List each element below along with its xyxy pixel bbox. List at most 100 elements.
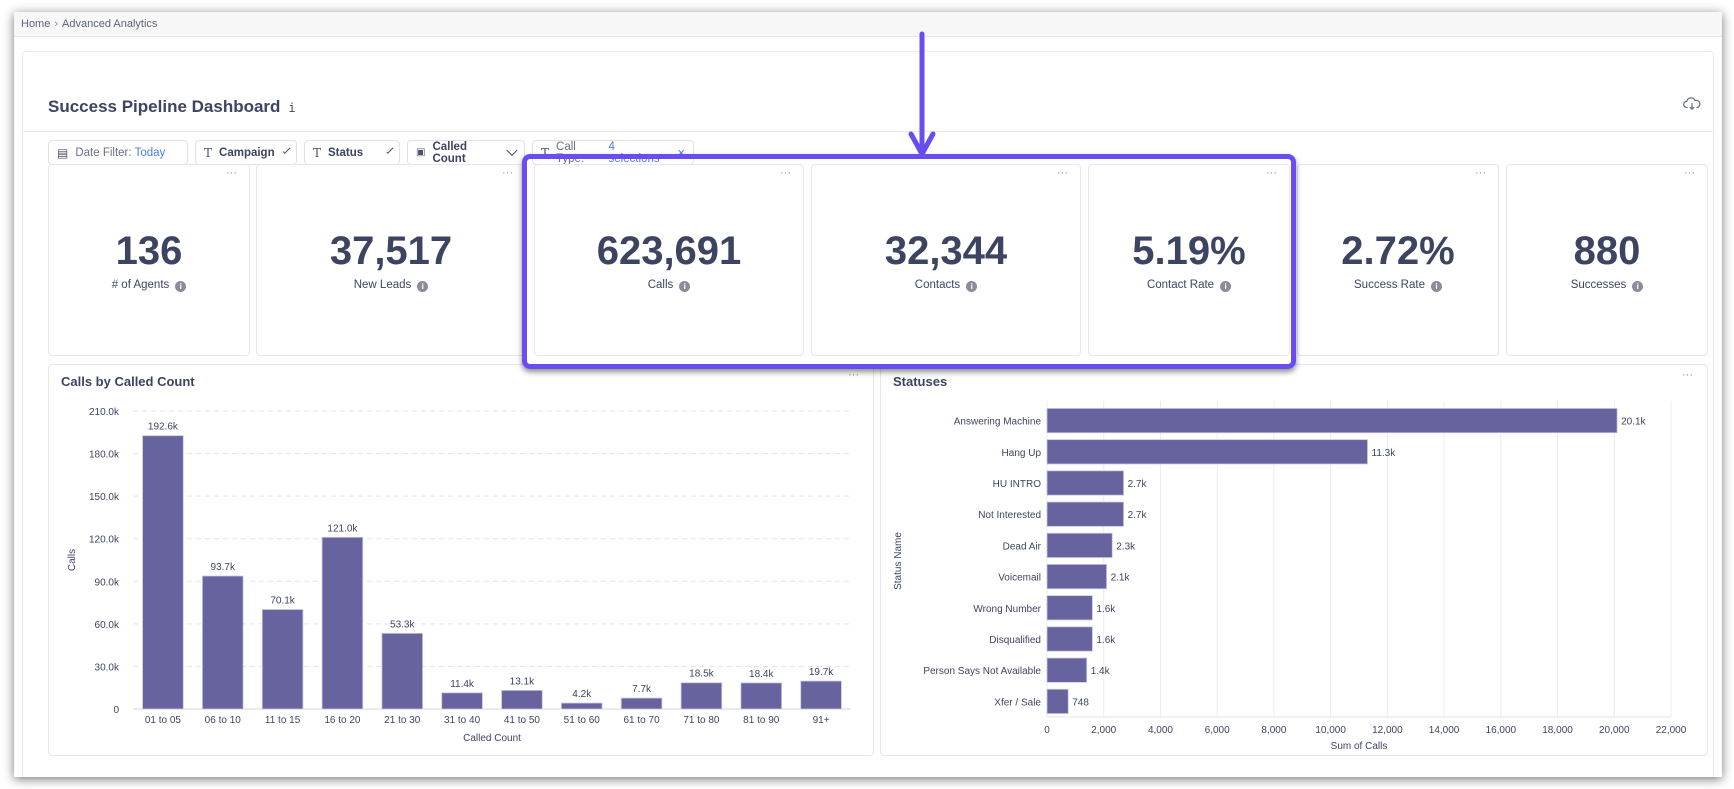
card-menu-icon[interactable]: ··· [1475,167,1486,179]
card-menu-icon[interactable]: ··· [1266,167,1277,179]
card-menu-icon[interactable]: ··· [780,167,791,179]
y-tick-label: Person Says Not Available [923,666,1041,677]
bar [1046,408,1618,434]
x-tick-label: 61 to 70 [624,715,661,726]
breadcrumb: Home › Advanced Analytics [14,12,1722,37]
x-tick-label: 0 [1044,725,1050,736]
bar [740,682,782,710]
data-label: 1.6k [1096,635,1116,646]
info-icon[interactable]: i [966,281,978,292]
y-tick-label: Not Interested [978,510,1041,521]
kpi-label-text: New Leads [353,279,412,291]
y-tick-label: 60.0k [95,620,120,631]
data-label: 1.4k [1091,666,1111,677]
data-label: 121.0k [327,523,358,534]
data-label: 70.1k [270,596,295,607]
campaign-filter-label: Campaign [219,146,275,159]
card-menu-icon[interactable]: ··· [1684,167,1695,179]
y-tick-label: Xfer / Sale [994,697,1041,708]
clear-filter-icon[interactable]: × [677,145,685,160]
y-tick-label: Wrong Number [973,604,1041,615]
filter-bar: ▤ Date Filter: Today T Campaign T Status… [48,140,694,165]
kpi-value: 5.19% [1132,229,1246,273]
data-label: 748 [1072,697,1089,708]
x-tick-label: 12,000 [1372,725,1403,736]
kpi-value: 37,517 [329,229,453,273]
y-tick-label: 120.0k [89,535,120,546]
kpi-value: 32,344 [884,229,1008,273]
kpi-label-text: Success Rate [1354,279,1425,291]
chart-title: Calls by Called Count [61,374,195,389]
info-icon[interactable]: i [1632,281,1644,292]
breadcrumb-separator: › [54,18,59,30]
kpi-card-success-rate: ··· 2.72% Success Rate i [1297,164,1499,356]
calendar-icon: ▤ [57,145,69,160]
data-label: 2.3k [1116,541,1136,552]
kpi-card-calls: ··· 623,691 Calls i [534,164,804,356]
date-filter-label: Date Filter: [75,146,132,159]
y-tick-label: Dead Air [1003,541,1042,552]
x-tick-label: 22,000 [1656,725,1687,736]
data-label: 53.3k [390,619,415,630]
data-label: 11.3k [1372,448,1397,459]
x-tick-label: 16 to 20 [324,715,361,726]
data-label: 19.7k [809,667,834,678]
info-icon[interactable]: i [417,281,429,292]
info-icon[interactable]: i [1430,281,1442,292]
bar [1046,532,1113,558]
info-icon[interactable]: i [679,281,691,292]
page-title-text: Success Pipeline Dashboard [48,97,281,116]
kpi-label-text: Contact Rate [1146,279,1215,291]
info-icon[interactable]: i [288,101,296,115]
card-menu-icon[interactable]: ··· [226,167,237,179]
x-tick-label: 71 to 80 [683,715,720,726]
bar [441,692,483,710]
status-filter[interactable]: T Status [304,140,400,165]
card-menu-icon[interactable]: ··· [848,369,859,381]
chevron-down-icon [386,146,394,154]
data-label: 13.1k [510,676,535,687]
bar [1046,470,1124,496]
chevron-down-icon [506,144,518,156]
info-icon[interactable]: i [175,281,187,292]
kpi-card-agents: ··· 136 # of Agents i [48,164,250,356]
data-label: 1.6k [1096,604,1116,615]
card-menu-icon[interactable]: ··· [1057,167,1068,179]
cloud-download-icon[interactable] [1683,97,1701,111]
data-label: 2.7k [1128,479,1148,490]
card-menu-icon[interactable]: ··· [1682,369,1693,381]
kpi-card-contact-rate: ··· 5.19% Contact Rate i [1088,164,1290,356]
header-divider [23,131,1713,132]
y-axis-title: Status Name [893,532,904,590]
call-type-filter-value: 4 selections [608,140,660,165]
bar [1046,501,1124,527]
card-menu-icon[interactable]: ··· [502,167,513,179]
kpi-label: # of Agents i [49,279,249,292]
date-filter[interactable]: ▤ Date Filter: Today [48,140,188,165]
campaign-filter[interactable]: T Campaign [195,140,297,165]
called-count-filter[interactable]: ▣ Called Count [407,140,525,165]
called-count-filter-label: Called Count [432,140,467,165]
x-tick-label: 21 to 30 [384,715,421,726]
data-label: 20.1k [1621,417,1646,428]
kpi-card-successes: ··· 880 Successes i [1506,164,1708,356]
kpi-value: 880 [1573,229,1641,273]
x-tick-label: 91+ [813,715,830,726]
breadcrumb-home[interactable]: Home [21,18,51,30]
y-tick-label: 210.0k [89,407,120,418]
y-tick-label: Disqualified [989,635,1041,646]
breadcrumb-current: Advanced Analytics [62,18,158,30]
y-tick-label: 150.0k [89,492,120,503]
text-icon: T [204,145,213,160]
y-tick-label: Answering Machine [954,417,1042,428]
y-tick-label: HU INTRO [993,479,1042,490]
x-tick-label: 81 to 90 [743,715,780,726]
text-icon: T [541,145,550,160]
kpi-label: Contacts i [812,279,1080,292]
info-icon[interactable]: i [1220,281,1232,292]
data-label: 2.7k [1128,510,1148,521]
x-tick-label: 31 to 40 [444,715,481,726]
y-tick-label: 180.0k [89,450,120,461]
kpi-label-text: Calls [647,279,674,291]
call-type-filter[interactable]: T Call Type: 4 selections × [532,140,694,165]
